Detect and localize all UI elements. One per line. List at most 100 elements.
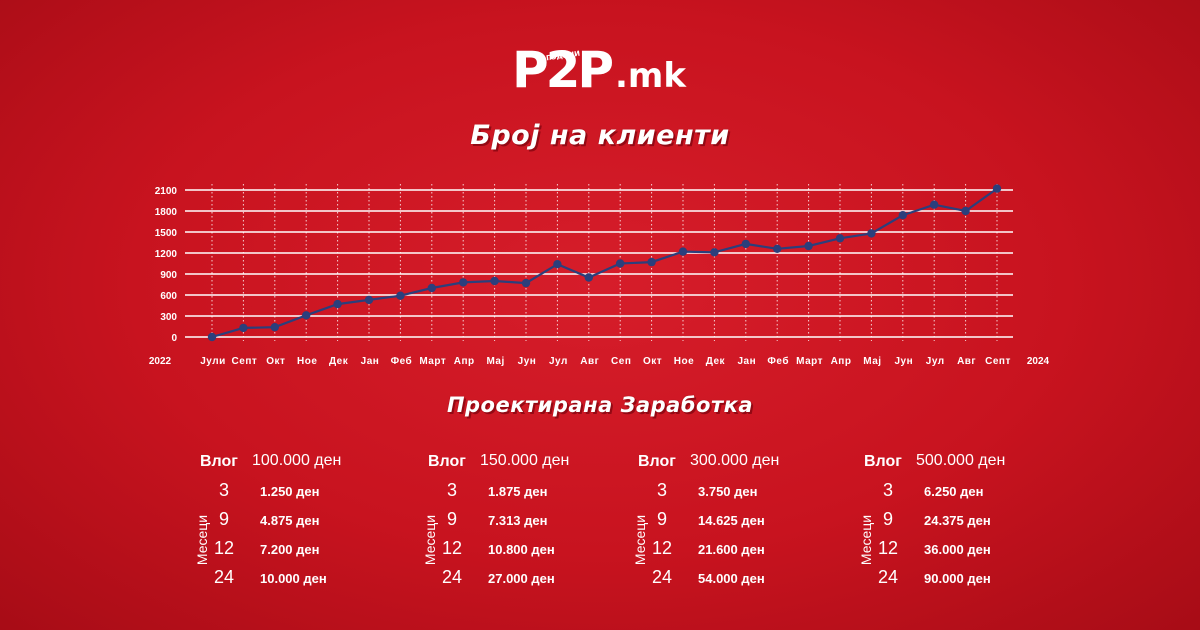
earnings-title: Проектирана Заработка xyxy=(446,393,754,417)
earning-value: 7.313 ден xyxy=(488,513,548,528)
x-tick-label: Јул xyxy=(549,356,568,367)
y-tick-label: 900 xyxy=(160,270,177,281)
earning-value: 90.000 ден xyxy=(924,571,991,586)
months-value: 12 xyxy=(441,538,463,558)
x-tick-label: Септ xyxy=(232,356,258,367)
months-value: 24 xyxy=(651,567,673,587)
earning-value: 6.250 ден xyxy=(924,484,984,499)
data-point xyxy=(521,278,531,288)
earning-value: 27.000 ден xyxy=(488,571,555,586)
x-tick-label: Јули xyxy=(200,356,226,367)
data-point xyxy=(396,291,405,300)
x-tick-label: Феб xyxy=(767,355,789,367)
data-point xyxy=(678,247,688,256)
x-tick-label: Ное xyxy=(297,356,317,367)
data-point xyxy=(490,276,499,286)
y-tick-label: 0 xyxy=(171,333,177,344)
data-point xyxy=(804,241,813,251)
earnings-table: Влог 500.000 ден Месеци 3 6.250 ден 9 24.375 д… xyxy=(858,450,1064,600)
y-tick-label: 1800 xyxy=(155,207,178,218)
data-point xyxy=(741,239,750,249)
months-value: 24 xyxy=(213,567,235,587)
data-point xyxy=(898,211,907,220)
deposit-amount: 300.000 ден xyxy=(690,452,780,469)
earning-value: 14.625 ден xyxy=(698,513,765,528)
x-tick-label: Окт xyxy=(266,356,285,367)
earning-value: 4.875 ден xyxy=(260,513,320,528)
deposit-label: Влог xyxy=(638,453,676,470)
data-point xyxy=(239,323,248,333)
data-point xyxy=(302,311,311,320)
x-tick-label: Јан xyxy=(361,356,380,367)
x-tick-label: Март xyxy=(419,356,446,367)
months-value: 12 xyxy=(213,538,235,558)
data-point xyxy=(961,206,970,216)
y-tick-label: 2100 xyxy=(155,186,178,197)
earning-value: 10.000 ден xyxy=(260,571,327,586)
deposit-label: Влог xyxy=(428,453,466,470)
earnings-table: Влог 100.000 ден Месеци 3 1.250 ден 9 4.875 де… xyxy=(194,450,400,600)
deposit-label: Влог xyxy=(200,453,238,470)
x-tick-label: Дек xyxy=(329,356,349,367)
months-value: 9 xyxy=(218,509,229,529)
data-point xyxy=(867,229,876,238)
y-tick-label: 1200 xyxy=(155,249,178,260)
months-value: 24 xyxy=(441,567,463,587)
data-point xyxy=(427,283,436,293)
x-tick-label: Јун xyxy=(894,356,913,367)
data-point xyxy=(333,299,342,309)
x-tick-label: Апр xyxy=(831,356,852,367)
earning-value: 7.200 ден xyxy=(260,542,320,557)
p2p-logo: P2P ГОДИНИ .mk xyxy=(512,36,692,106)
x-tick-label: Март xyxy=(796,356,823,367)
data-point xyxy=(364,295,374,305)
chart-title: Број на клиенти xyxy=(470,120,730,151)
earning-value: 1.875 ден xyxy=(488,484,548,499)
year-label-end: 2024 xyxy=(1027,356,1050,367)
logo-text: P2P xyxy=(512,41,614,99)
deposit-amount: 100.000 ден xyxy=(252,452,342,469)
y-tick-label: 1500 xyxy=(155,228,178,239)
months-value: 3 xyxy=(218,480,229,500)
earnings-table: Влог 150.000 ден Месеци 3 1.875 ден 9 7.313 де… xyxy=(422,450,628,600)
deposit-label: Влог xyxy=(864,453,902,470)
data-point xyxy=(835,234,845,243)
x-tick-label: Авг xyxy=(580,356,599,367)
x-tick-label: Феб xyxy=(391,355,413,367)
series-line xyxy=(211,187,998,339)
x-tick-label: Ное xyxy=(674,356,694,367)
year-label-start: 2022 xyxy=(149,356,172,367)
data-point xyxy=(930,200,939,209)
data-point xyxy=(710,248,719,257)
months-value: 3 xyxy=(882,480,893,500)
earning-value: 21.600 ден xyxy=(698,542,765,557)
x-tick-label: Дек xyxy=(706,356,726,367)
months-value: 12 xyxy=(877,538,899,558)
deposit-amount: 500.000 ден xyxy=(916,452,1006,469)
logo-domain-suffix: .mk xyxy=(615,56,686,96)
data-point xyxy=(207,332,217,342)
data-point xyxy=(992,184,1002,193)
earnings-table: Влог 300.000 ден Месеци 3 3.750 ден 9 14.625 д… xyxy=(632,450,838,600)
data-point xyxy=(459,278,468,287)
x-tick-label: Авг xyxy=(957,356,976,367)
x-tick-label: Окт xyxy=(643,356,662,367)
y-tick-label: 600 xyxy=(160,291,177,302)
data-point xyxy=(270,323,279,332)
months-value: 3 xyxy=(446,480,457,500)
earning-value: 3.750 ден xyxy=(698,484,758,499)
x-tick-label: Мај xyxy=(486,356,504,367)
deposit-amount: 150.000 ден xyxy=(480,452,570,469)
months-value: 12 xyxy=(651,538,673,558)
x-tick-label: Септ xyxy=(985,356,1011,367)
months-value: 9 xyxy=(882,509,893,529)
earning-value: 24.375 ден xyxy=(924,513,991,528)
months-value: 24 xyxy=(877,567,899,587)
y-tick-label: 300 xyxy=(160,312,177,323)
earning-value: 1.250 ден xyxy=(260,484,320,499)
earning-value: 36.000 ден xyxy=(924,542,991,557)
x-tick-label: Мај xyxy=(863,356,881,367)
client-count-chart: 0 300 600 900 1200 1500 1800 2100 Јули Септ Окт Ное… xyxy=(149,184,1050,367)
x-tick-label: Јан xyxy=(737,356,756,367)
data-point xyxy=(616,259,625,268)
